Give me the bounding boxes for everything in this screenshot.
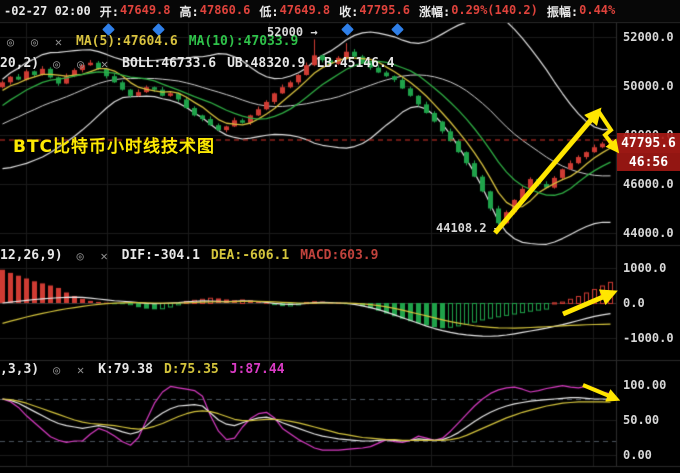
high-field: 高: 47860.6 bbox=[180, 3, 251, 20]
close-icon[interactable]: ✕ bbox=[100, 248, 108, 263]
current-price-badge: 47795.6 bbox=[617, 133, 680, 153]
axis-tick-label: 0.00 bbox=[623, 448, 652, 462]
amplitude-value: 0.44% bbox=[579, 2, 616, 17]
boll-lb-legend: LB:45146.4 bbox=[316, 56, 395, 71]
low-label: 低: bbox=[259, 4, 279, 19]
ma5-legend: MA(5):47604.6 bbox=[76, 34, 178, 49]
dea-legend: DEA:-606.1 bbox=[210, 248, 290, 263]
open-field: 开: 47649.8 bbox=[100, 3, 171, 20]
axis-tick-label: -1000.0 bbox=[623, 331, 674, 345]
kdj-legend-row: ,3,3) ◎ ✕ K:79.38 D:75.35 J:87.44 bbox=[0, 362, 285, 377]
current-price-value: 47795.6 bbox=[621, 135, 676, 151]
macd-value-legend: MACD:603.9 bbox=[300, 248, 379, 263]
countdown-badge: 46:56 bbox=[617, 153, 680, 171]
ma-legend-row: ◎ ◎ ✕ MA(5):47604.6 MA(10):47033.9 bbox=[4, 34, 298, 49]
k-legend: K:79.38 bbox=[98, 362, 153, 377]
axis-tick-label: 46000.0 bbox=[623, 177, 674, 191]
gear-icon[interactable]: ◎ bbox=[53, 362, 61, 377]
d-legend: D:75.35 bbox=[163, 362, 219, 377]
open-label: 开: bbox=[99, 4, 119, 19]
close-label: 收: bbox=[339, 4, 359, 19]
ma10-legend: MA(10):47033.9 bbox=[188, 34, 299, 49]
change-label: 涨幅: bbox=[418, 4, 451, 19]
axis-tick-label: 50.00 bbox=[623, 413, 660, 427]
macd-legend-row: 12,26,9) ◎ ✕ DIF:-304.1 DEA:-606.1 MACD:… bbox=[0, 248, 378, 263]
datetime-label: -02-27 02:00 bbox=[4, 4, 91, 18]
dif-legend: DIF:-304.1 bbox=[121, 248, 200, 263]
close-icon[interactable]: ✕ bbox=[77, 362, 85, 377]
axis-tick-label: 100.00 bbox=[623, 378, 667, 392]
low-field: 低: 47649.8 bbox=[259, 3, 330, 20]
boll-params: 20,2) bbox=[0, 56, 40, 71]
j-legend: J:87.44 bbox=[229, 362, 285, 377]
eye-icon[interactable]: ◎ bbox=[77, 56, 85, 71]
close-icon[interactable]: ✕ bbox=[54, 34, 63, 49]
low-value: 47649.8 bbox=[279, 2, 331, 17]
change-value: 0.29%(140.2) bbox=[451, 2, 538, 17]
close-field: 收: 47795.6 bbox=[339, 3, 410, 20]
open-value: 47649.8 bbox=[119, 2, 171, 17]
close-value: 47795.6 bbox=[359, 2, 410, 17]
peak-annotation: 52000 → bbox=[267, 25, 318, 39]
eye-icon[interactable]: ◎ bbox=[30, 34, 39, 49]
high-label: 高: bbox=[179, 4, 199, 19]
close-icon[interactable]: ✕ bbox=[101, 56, 109, 71]
gear-icon[interactable]: ◎ bbox=[6, 34, 15, 49]
kdj-params: ,3,3) bbox=[0, 362, 40, 377]
high-value: 47860.6 bbox=[199, 2, 251, 17]
trough-annotation: 44108.2 → bbox=[436, 221, 502, 235]
boll-legend-row: 20,2) ◎ ◎ ✕ BOLL:46733.6 UB:48320.9 LB:4… bbox=[0, 56, 395, 71]
ohlc-info-bar: -02-27 02:00 开: 47649.8 高: 47860.6 低: 47649… bbox=[0, 0, 680, 22]
gear-icon[interactable]: ◎ bbox=[53, 56, 61, 71]
change-field: 涨幅: 0.29%(140.2) bbox=[419, 3, 538, 20]
axis-tick-label: 52000.0 bbox=[623, 30, 674, 44]
amplitude-field: 振幅: 0.44% bbox=[547, 3, 615, 20]
gear-icon[interactable]: ◎ bbox=[76, 248, 84, 263]
axis-tick-label: 1000.0 bbox=[623, 261, 667, 275]
amplitude-label: 振幅: bbox=[546, 4, 579, 19]
boll-ub-legend: UB:48320.9 bbox=[227, 56, 306, 71]
axis-tick-label: 44000.0 bbox=[623, 226, 674, 240]
axis-tick-label: 50000.0 bbox=[623, 79, 674, 93]
macd-params: 12,26,9) bbox=[0, 248, 63, 263]
watermark-title: BTC比特币小时线技术图 bbox=[13, 137, 216, 157]
axis-tick-label: 0.0 bbox=[623, 296, 645, 310]
boll-mid-legend: BOLL:46733.6 bbox=[122, 56, 217, 71]
